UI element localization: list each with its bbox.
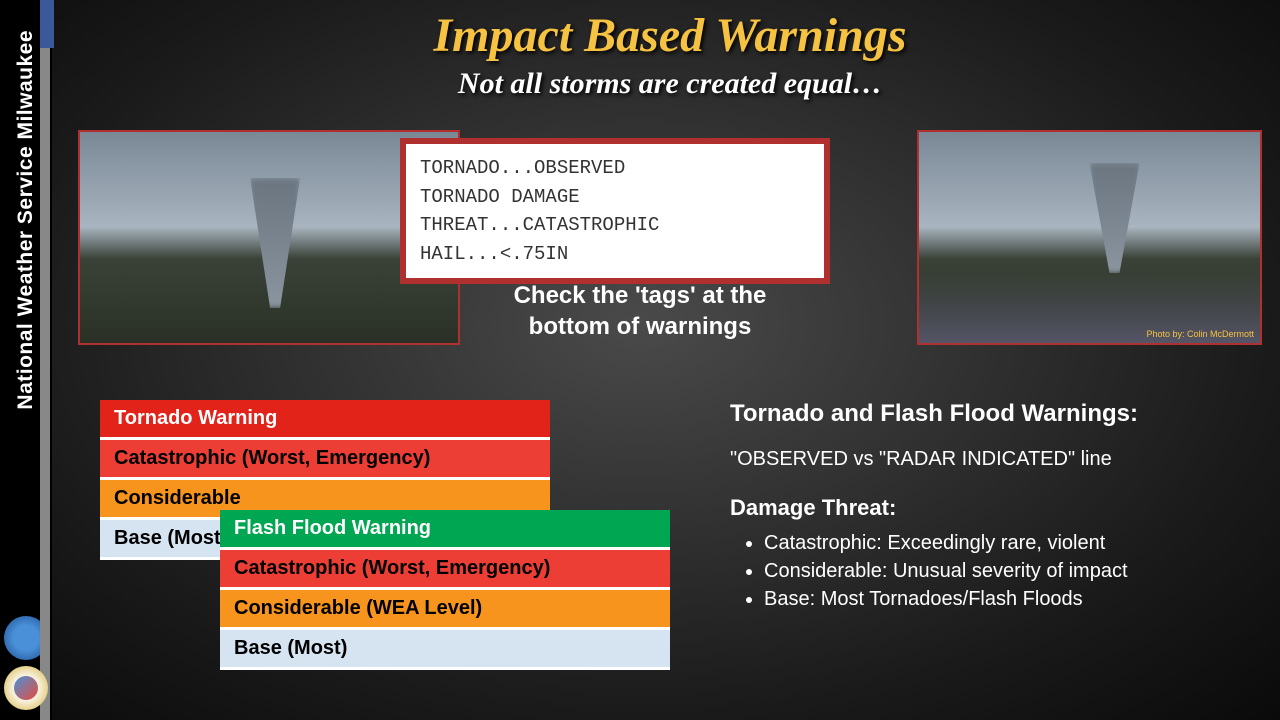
tornado-funnel-icon xyxy=(1090,163,1140,273)
damage-threat-list: Catastrophic: Exceedingly rare, violent … xyxy=(730,529,1250,613)
org-name: National Weather Service Milwaukee xyxy=(14,30,38,410)
flood-header: Flash Flood Warning xyxy=(220,510,670,549)
nws-logo-icon xyxy=(4,666,48,710)
warnings-heading: Tornado and Flash Flood Warnings: xyxy=(730,400,1250,428)
warning-tag-box: TORNADO...OBSERVED TORNADO DAMAGE THREAT… xyxy=(400,138,830,284)
damage-threat-heading: Damage Threat: xyxy=(730,495,1250,521)
check-tags-caption: Check the 'tags' at the bottom of warnin… xyxy=(470,280,810,342)
flood-row-catastrophic: Catastrophic (Worst, Emergency) xyxy=(220,549,670,589)
bullet-considerable: Considerable: Unusual severity of impact xyxy=(764,557,1250,585)
right-text-panel: Tornado and Flash Flood Warnings: "OBSER… xyxy=(730,400,1250,613)
flood-row-base: Base (Most) xyxy=(220,629,670,669)
alert-line-1: TORNADO...OBSERVED xyxy=(420,154,810,183)
observed-vs-radar-line: "OBSERVED vs "RADAR INDICATED" line xyxy=(730,448,1250,471)
tornado-funnel-icon xyxy=(250,178,300,308)
tornado-row-catastrophic: Catastrophic (Worst, Emergency) xyxy=(100,439,550,479)
tornado-photo-right: Photo by: Colin McDermott xyxy=(917,130,1262,345)
alert-line-2: TORNADO DAMAGE THREAT...CATASTROPHIC xyxy=(420,183,810,240)
main-content: Impact Based Warnings Not all storms are… xyxy=(60,0,1280,720)
sidebar: National Weather Service Milwaukee xyxy=(0,0,52,720)
bullet-catastrophic: Catastrophic: Exceedingly rare, violent xyxy=(764,529,1250,557)
sidebar-accent xyxy=(40,0,54,48)
bullet-base: Base: Most Tornadoes/Flash Floods xyxy=(764,585,1250,613)
tornado-header: Tornado Warning xyxy=(100,400,550,439)
page-subtitle: Not all storms are created equal… xyxy=(60,67,1280,101)
flood-row-considerable: Considerable (WEA Level) xyxy=(220,589,670,629)
alert-line-3: HAIL...<.75IN xyxy=(420,240,810,269)
flood-warning-table: Flash Flood Warning Catastrophic (Worst,… xyxy=(220,510,670,670)
page-title: Impact Based Warnings xyxy=(60,8,1280,63)
sidebar-divider xyxy=(40,48,50,720)
photo-credit: Photo by: Colin McDermott xyxy=(1146,329,1254,339)
